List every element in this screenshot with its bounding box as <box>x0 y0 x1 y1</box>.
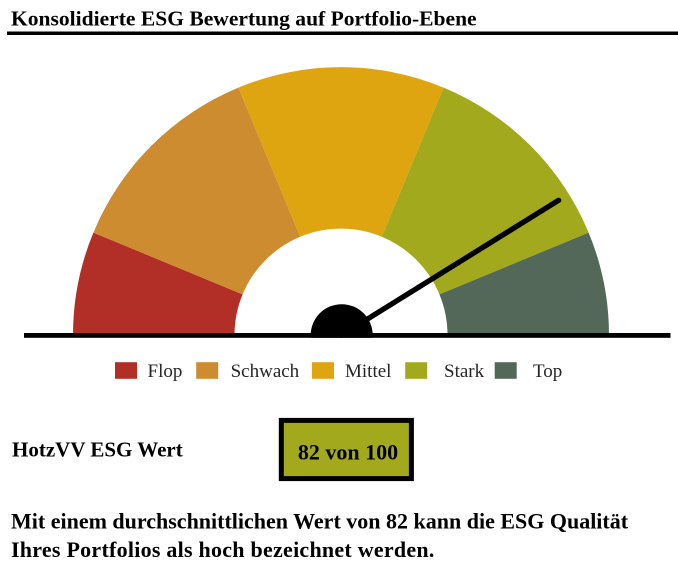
svg-text:Stark: Stark <box>444 361 485 382</box>
svg-text:Konsolidierte ESG Bewertung au: Konsolidierte ESG Bewertung auf Portfoli… <box>11 7 477 31</box>
svg-text:Mit einem durchschnittlichen W: Mit einem durchschnittlichen Wert von 82… <box>11 509 629 534</box>
svg-text:Schwach: Schwach <box>231 361 300 382</box>
svg-text:Flop: Flop <box>148 361 183 382</box>
svg-text:82 von 100: 82 von 100 <box>298 439 398 464</box>
svg-text:Mittel: Mittel <box>345 361 391 382</box>
svg-text:HotzVV ESG Wert: HotzVV ESG Wert <box>12 438 183 462</box>
svg-text:Top: Top <box>533 361 562 382</box>
svg-text:Ihres Portfolios als hoch beze: Ihres Portfolios als hoch bezeichnet wer… <box>11 537 435 562</box>
